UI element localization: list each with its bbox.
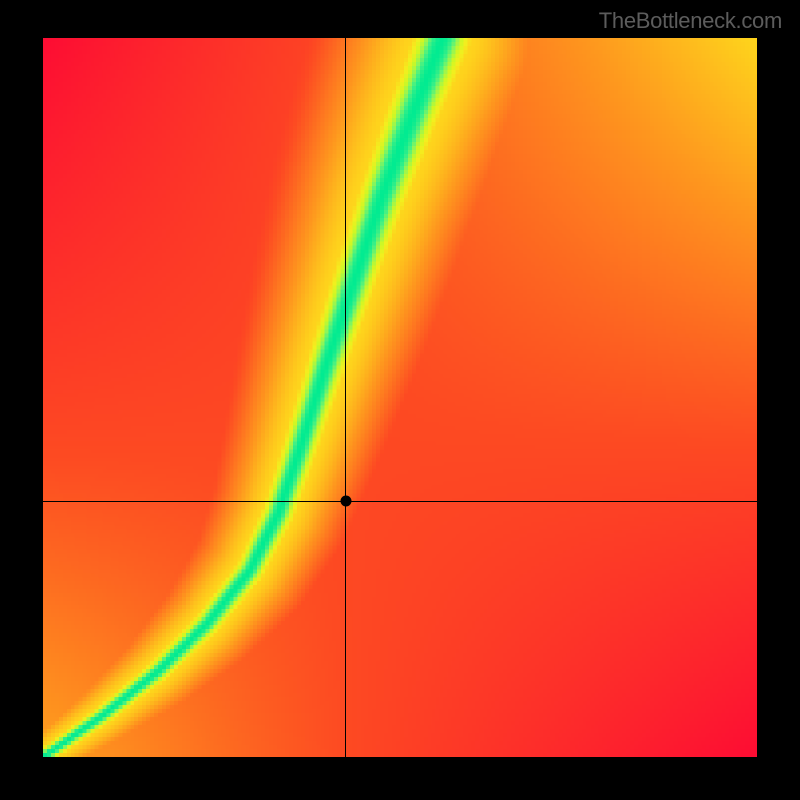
heatmap-plot <box>43 38 757 757</box>
crosshair-dot <box>340 496 351 507</box>
attribution-text: TheBottleneck.com <box>599 8 782 34</box>
crosshair-horizontal <box>43 501 757 502</box>
heatmap-canvas <box>43 38 757 757</box>
crosshair-vertical <box>345 38 346 757</box>
